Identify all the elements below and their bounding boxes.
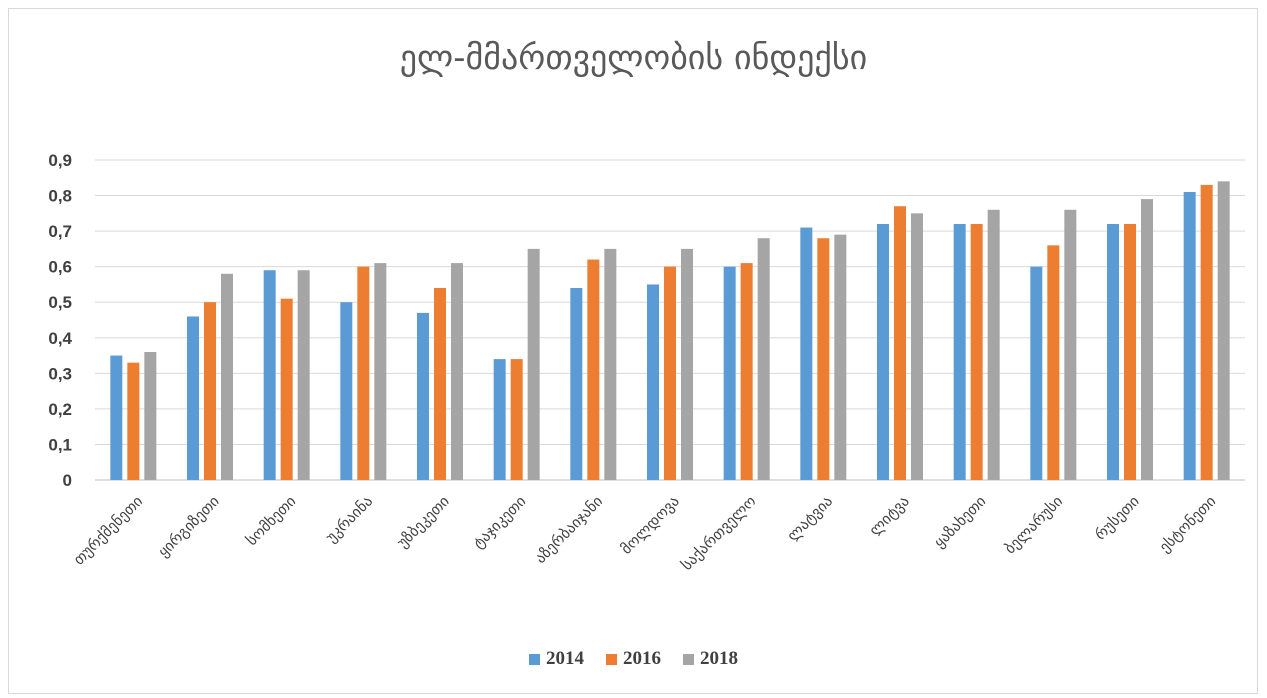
legend-label-2016: 2016 [623, 648, 661, 669]
bar-2018 [297, 270, 310, 480]
legend-label-2018: 2018 [700, 648, 738, 669]
bar-2018 [144, 352, 157, 480]
bar-2014 [877, 224, 889, 480]
bar-2016 [970, 224, 983, 480]
y-tick-label: 0,8 [48, 187, 72, 206]
bar-2018 [1217, 181, 1230, 481]
x-tick-label: ესტონეთი [1156, 492, 1220, 556]
y-tick-label: 0,1 [48, 435, 72, 454]
bar-2014 [1107, 224, 1119, 480]
y-tick-label: 0,2 [48, 400, 72, 419]
y-tick-label: 0,5 [48, 293, 72, 312]
bar-2016 [740, 263, 753, 480]
bar-2016 [894, 206, 906, 480]
bar-2016 [127, 362, 140, 480]
y-tick-label: 0,4 [48, 329, 72, 348]
bar-2014 [570, 288, 583, 480]
bar-2018 [757, 238, 770, 480]
bar-2014 [1183, 192, 1196, 480]
bar-2014 [953, 224, 966, 480]
bar-2018 [987, 209, 1000, 480]
x-tick-label: ლიტვა [866, 492, 913, 539]
x-tick-label: ტაჯიკეთი [469, 492, 529, 552]
bar-2014 [493, 359, 506, 480]
bar-2014 [110, 355, 123, 480]
x-tick-label: რუსეთი [1091, 492, 1143, 544]
bar-2016 [510, 359, 523, 480]
x-tick-label: უზბეკეთი [394, 492, 453, 551]
bar-2016 [204, 302, 216, 480]
bar-2016 [664, 266, 676, 480]
bar-2018 [1064, 209, 1077, 480]
legend-item-2014: 2014 [529, 648, 584, 670]
bar-2018 [604, 248, 617, 480]
legend-item-2016: 2016 [606, 648, 661, 670]
legend-item-2018: 2018 [683, 648, 738, 670]
legend-label-2014: 2014 [546, 648, 584, 669]
x-tick-label: ლატვია [783, 492, 836, 545]
bar-2014 [1030, 266, 1043, 480]
bar-2016 [434, 288, 446, 480]
y-tick-label: 0 [63, 471, 72, 490]
bar-2018 [834, 234, 847, 480]
bar-2014 [340, 302, 353, 480]
chart-title: ელ-მმართველობის ინდექსი [399, 38, 868, 78]
x-tick-label: აზერბაიჯანი [531, 492, 606, 567]
bar-2018 [451, 263, 463, 480]
bar-2018 [1141, 199, 1153, 480]
bar-2018 [911, 213, 923, 481]
x-tick-label: თურქმენეთი [70, 492, 147, 569]
bar-2018 [527, 248, 540, 480]
bar-2014 [263, 270, 276, 480]
bar-2016 [357, 266, 370, 480]
bar-2018 [374, 263, 387, 480]
x-tick-label: მოლდოვა [617, 492, 683, 558]
x-tick-label: სომხეთი [242, 492, 299, 549]
bar-2016 [587, 259, 600, 480]
legend-swatch-2016 [606, 653, 617, 665]
x-tick-label: საქართველო [678, 492, 760, 574]
x-tick-label: ბელარუსი [1001, 492, 1066, 557]
bar-2014 [647, 284, 659, 480]
legend: 2014 2016 2018 [0, 648, 1267, 670]
bar-2016 [1124, 224, 1136, 480]
bar-2014 [800, 227, 813, 480]
y-tick-label: 0,3 [48, 364, 72, 383]
bar-2016 [1200, 184, 1213, 480]
bar-2014 [723, 266, 736, 480]
legend-swatch-2014 [529, 653, 540, 665]
x-tick-label: ყაზახეთი [930, 492, 989, 551]
bar-2016 [1047, 245, 1060, 480]
y-tick-label: 0,7 [48, 222, 72, 241]
bar-2014 [417, 312, 429, 480]
x-tick-label: უკრაინა [322, 492, 376, 546]
bar-2014 [187, 316, 199, 480]
bar-2018 [221, 273, 233, 480]
bar-2018 [681, 248, 693, 480]
y-tick-label: 0,6 [48, 258, 72, 277]
y-tick-label: 0,9 [48, 151, 72, 170]
bar-2016 [817, 238, 830, 480]
bar-2016 [280, 298, 293, 480]
legend-swatch-2018 [683, 653, 694, 665]
x-tick-label: ყირგიზეთი [154, 492, 223, 561]
